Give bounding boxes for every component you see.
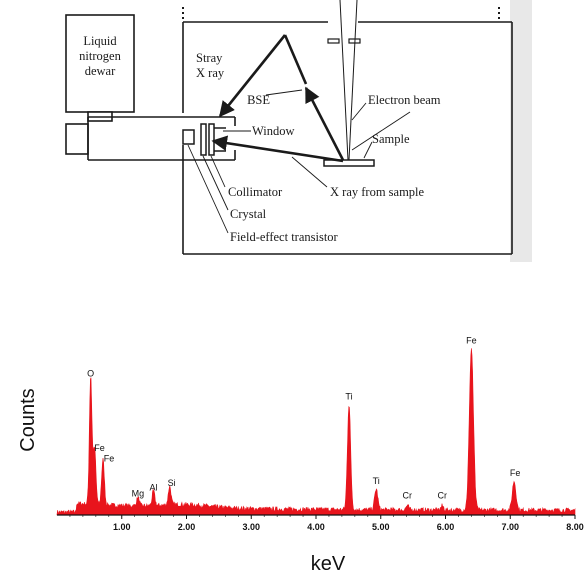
electron-beam-label: Electron beam [368,93,441,107]
fet-label: Field-effect transistor [230,230,339,244]
peak-label-ti: Ti [373,476,380,486]
bse-path [283,34,308,85]
detector-tube [65,111,236,161]
crystal [200,123,207,156]
peak-label-ti: Ti [345,391,352,401]
x-tick-label: 5.00 [372,522,390,532]
sample-label: Sample [372,132,410,146]
spectrum-area [56,348,576,516]
sample [323,159,375,167]
x-axis-ticks: 1.00 2.00 3.00 4.00 5.00 6.00 7.00 8.00 [69,515,584,532]
peak-label-cr: Cr [403,491,413,501]
stray-xray-arrow [218,34,287,118]
x-tick-label: 2.00 [178,522,196,532]
window-label: Window [252,124,295,138]
fet-block [182,129,195,145]
plot-area [56,348,576,516]
crystal-label: Crystal [230,207,267,221]
specimen-chamber [182,21,513,255]
collimator [208,123,215,156]
dewar-label-line3: dewar [85,64,116,78]
xray-from-sample-arrow [211,135,344,163]
bse-arrow [304,86,345,161]
stray-xray-label-line1: Stray [196,51,223,65]
y-axis-title: Counts [17,388,39,451]
eds-detector-diagram: Liquid nitrogen dewar [65,0,532,262]
x-axis-title: keV [311,553,346,575]
peak-label-fe: Fe [510,468,521,478]
eds-spectrum-chart: 1.00 2.00 3.00 4.00 5.00 6.00 7.00 8.00 OFeFeMg… [17,335,584,575]
dewar-label-line1: Liquid [83,34,117,48]
dotted-markers [182,7,500,19]
ray-paths [211,34,345,163]
peak-label-fe: Fe [466,335,477,345]
peak-label-al: Al [149,482,157,492]
peak-label-cr: Cr [438,491,448,501]
peak-label-si: Si [168,478,176,488]
page-edge-shadow [510,0,532,262]
detector-internals [182,123,226,156]
x-tick-label: 6.00 [437,522,455,532]
bse-label: BSE [247,93,270,107]
x-tick-label: 1.00 [113,522,131,532]
x-tick-label: 4.00 [307,522,325,532]
stray-xray-label-line2: X ray [196,66,225,80]
peak-label-fe: Fe [94,443,105,453]
x-tick-label: 3.00 [242,522,260,532]
dewar-label-line2: nitrogen [79,49,121,63]
x-tick-label: 8.00 [566,522,584,532]
leader-lines [187,89,411,234]
peak-label-fe: Fe [104,453,115,463]
liquid-nitrogen-dewar: Liquid nitrogen dewar [65,14,135,113]
peak-label-o: O [87,369,94,379]
electron-beam [339,0,358,161]
collimator-label: Collimator [228,185,283,199]
x-tick-label: 7.00 [501,522,519,532]
xray-from-sample-label: X ray from sample [330,185,425,199]
peak-label-mg: Mg [132,489,145,499]
